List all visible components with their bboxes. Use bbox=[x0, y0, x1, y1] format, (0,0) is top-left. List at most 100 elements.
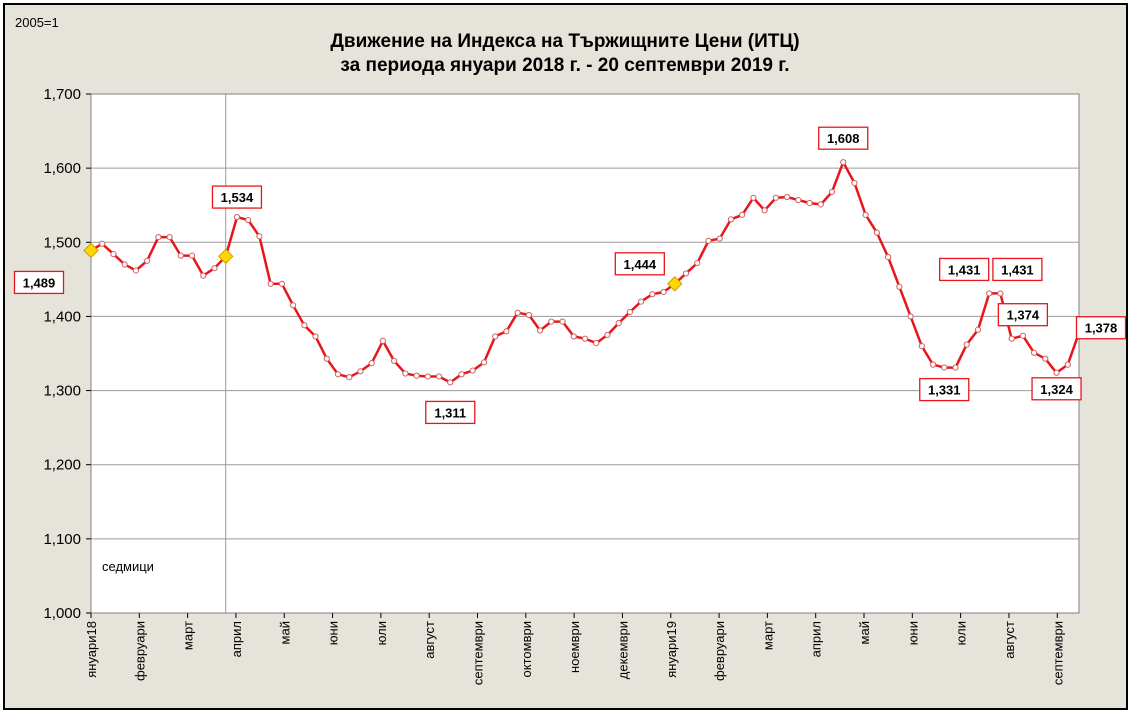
data-point bbox=[413, 372, 420, 379]
data-point bbox=[144, 257, 151, 264]
data-point bbox=[772, 194, 779, 201]
data-point bbox=[1042, 355, 1049, 362]
data-point bbox=[121, 261, 128, 268]
data-point bbox=[245, 216, 252, 224]
x-tick-label: септември bbox=[471, 621, 486, 685]
data-point bbox=[536, 327, 544, 334]
data-point bbox=[806, 199, 813, 207]
x-tick-label: май bbox=[277, 621, 292, 644]
data-label-box bbox=[1075, 316, 1126, 340]
data-point bbox=[435, 373, 443, 380]
data-point bbox=[379, 337, 387, 344]
data-label: 1,444 bbox=[624, 257, 657, 272]
data-point bbox=[99, 240, 106, 247]
x-tick-label: януари19 bbox=[664, 621, 679, 678]
data-point bbox=[873, 229, 881, 236]
chart-frame: 2005=1 Движение на Индекса на Тържищните… bbox=[3, 3, 1128, 710]
data-point bbox=[750, 194, 757, 201]
data-point bbox=[177, 252, 184, 259]
x-tick-label: февруари bbox=[712, 621, 727, 681]
x-axis-ticks: януари18 февруари март април май юни юли август… bbox=[84, 613, 1065, 685]
data-point bbox=[963, 341, 970, 348]
y-tick-label: 1,600 bbox=[43, 160, 81, 177]
y-tick-label: 1,400 bbox=[43, 308, 81, 325]
data-point bbox=[862, 211, 869, 218]
x-tick-label: септември bbox=[1050, 621, 1065, 685]
data-point bbox=[783, 193, 791, 201]
x-tick-label: април bbox=[809, 621, 824, 657]
data-label-box bbox=[919, 377, 970, 402]
data-point bbox=[480, 359, 488, 366]
data-point bbox=[593, 340, 600, 347]
x-tick-label: юни bbox=[905, 621, 920, 645]
data-point bbox=[514, 309, 521, 316]
chart-title: Движение на Индекса на Тържищните Цени (… bbox=[330, 31, 799, 52]
x-tick-label: март bbox=[760, 621, 775, 650]
data-point bbox=[581, 335, 589, 342]
data-point bbox=[570, 333, 577, 340]
x-tick-label: август bbox=[422, 621, 437, 659]
data-point bbox=[289, 302, 297, 309]
data-point bbox=[368, 360, 375, 367]
data-point bbox=[840, 159, 847, 166]
data-point bbox=[907, 313, 914, 320]
x-tick-label: юни bbox=[326, 621, 341, 645]
y-tick-label: 1,000 bbox=[43, 605, 81, 622]
data-point bbox=[211, 265, 218, 272]
data-label: 1,608 bbox=[827, 131, 860, 146]
data-point bbox=[391, 357, 398, 365]
data-point bbox=[346, 374, 353, 381]
data-label-box bbox=[1031, 377, 1082, 401]
y-tick-label: 1,700 bbox=[43, 86, 81, 103]
data-label: 1,431 bbox=[1001, 262, 1034, 277]
data-point bbox=[817, 201, 824, 208]
y-tick-label: 1,200 bbox=[43, 457, 81, 474]
data-label-box bbox=[992, 257, 1043, 282]
data-label-box bbox=[939, 257, 990, 282]
data-label-box bbox=[997, 303, 1049, 327]
data-label: 1,489 bbox=[23, 275, 56, 290]
data-point bbox=[615, 320, 622, 327]
data-label: 1,534 bbox=[221, 190, 254, 205]
data-point bbox=[828, 188, 836, 195]
data-point bbox=[851, 179, 858, 187]
data-label: 1,324 bbox=[1040, 382, 1073, 397]
x-tick-label: април bbox=[229, 621, 244, 657]
data-label: 1,374 bbox=[1007, 308, 1040, 323]
data-point bbox=[334, 371, 342, 378]
gridlines bbox=[91, 94, 1079, 613]
data-point bbox=[896, 283, 903, 290]
x-tick-label: март bbox=[181, 621, 196, 650]
data-point bbox=[727, 216, 735, 223]
data-point bbox=[1008, 335, 1015, 342]
unit-note: седмици bbox=[102, 559, 154, 574]
y-tick-label: 1,100 bbox=[43, 531, 81, 548]
data-point bbox=[1064, 361, 1071, 368]
data-point bbox=[155, 233, 162, 241]
data-point bbox=[301, 322, 308, 329]
data-point bbox=[357, 368, 364, 375]
data-label-box bbox=[13, 270, 65, 295]
data-point bbox=[323, 355, 330, 362]
highlight-point bbox=[83, 242, 99, 259]
data-point bbox=[626, 308, 634, 316]
data-point bbox=[974, 326, 982, 333]
data-point bbox=[638, 298, 645, 305]
x-tick-label: ноември bbox=[567, 621, 582, 673]
data-label-box bbox=[614, 252, 665, 276]
data-point bbox=[492, 333, 499, 340]
data-point bbox=[986, 290, 993, 297]
data-point bbox=[929, 361, 937, 368]
data-point bbox=[761, 207, 768, 214]
base-note: 2005=1 bbox=[15, 15, 59, 30]
y-tick-label: 1,500 bbox=[43, 234, 81, 251]
data-point bbox=[200, 272, 207, 279]
data-point bbox=[885, 254, 892, 261]
chart-subtitle: за периода януари 2018 г. - 20 септември… bbox=[340, 55, 789, 76]
data-point bbox=[795, 196, 802, 204]
data-point bbox=[110, 251, 117, 258]
data-point bbox=[402, 370, 409, 377]
data-point bbox=[682, 270, 690, 277]
data-point bbox=[1019, 332, 1026, 339]
data-point bbox=[559, 318, 566, 325]
